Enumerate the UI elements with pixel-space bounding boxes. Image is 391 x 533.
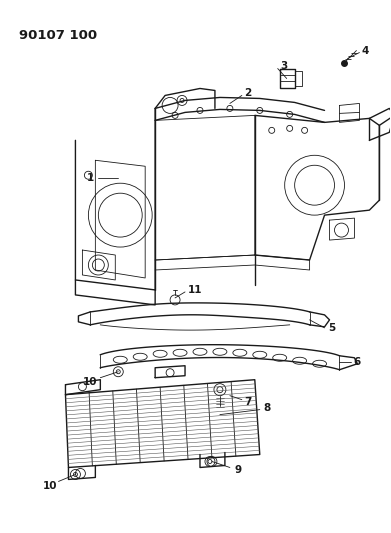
Text: 10: 10 bbox=[83, 377, 98, 387]
Text: 5: 5 bbox=[328, 323, 335, 333]
Text: 6: 6 bbox=[354, 357, 361, 367]
Text: 9: 9 bbox=[234, 465, 241, 475]
Text: 8: 8 bbox=[263, 402, 270, 413]
Text: 90107 100: 90107 100 bbox=[19, 29, 97, 42]
Text: 3: 3 bbox=[280, 61, 287, 70]
Text: 11: 11 bbox=[188, 285, 202, 295]
Text: 4: 4 bbox=[362, 45, 369, 55]
Text: 1: 1 bbox=[87, 173, 94, 183]
Text: 7: 7 bbox=[244, 397, 251, 407]
Text: 2: 2 bbox=[244, 88, 251, 99]
Text: 10: 10 bbox=[43, 481, 58, 491]
